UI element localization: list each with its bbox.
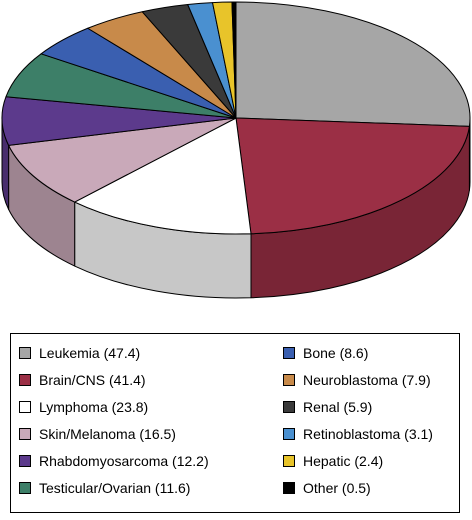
- legend-item-leukemia: Leukemia (47.4): [19, 343, 140, 363]
- legend-swatch: [283, 428, 295, 440]
- legend-label: Leukemia (47.4): [39, 345, 141, 361]
- pie-tops: [1, 1, 471, 235]
- legend-swatch: [283, 374, 295, 386]
- legend-swatch: [283, 482, 295, 494]
- pie-slice-lymphoma: [74, 117, 252, 235]
- legend-label: Retinoblastoma (3.1): [303, 426, 433, 442]
- legend-item-other: Other (0.5): [283, 478, 371, 498]
- legend-label: Rhabdomyosarcoma (12.2): [39, 453, 209, 469]
- legend-label: Testicular/Ovarian (11.6): [39, 480, 191, 496]
- legend-label: Other (0.5): [303, 480, 371, 496]
- pie-slice-other: [231, 1, 237, 119]
- legend-swatch: [19, 455, 31, 467]
- legend-swatch: [19, 374, 31, 386]
- legend-swatch: [283, 347, 295, 359]
- legend-item-retinoblastoma: Retinoblastoma (3.1): [283, 424, 433, 444]
- legend-swatch: [19, 347, 31, 359]
- legend-item-testicular-ovarian: Testicular/Ovarian (11.6): [19, 478, 190, 498]
- legend-item-lymphoma: Lymphoma (23.8): [19, 397, 148, 417]
- legend-item-renal: Renal (5.9): [283, 397, 372, 417]
- legend-item-neuroblastoma: Neuroblastoma (7.9): [283, 370, 431, 390]
- legend-item-hepatic: Hepatic (2.4): [283, 451, 383, 471]
- pie-sides: [1, 117, 471, 299]
- legend: Leukemia (47.4) Brain/CNS (41.4) Lymphoma …: [10, 333, 460, 513]
- pie-slice-leukemia: [235, 1, 471, 127]
- legend-swatch: [19, 482, 31, 494]
- legend-label: Lymphoma (23.8): [39, 399, 149, 415]
- legend-label: Neuroblastoma (7.9): [303, 372, 431, 388]
- legend-swatch: [19, 401, 31, 413]
- pie-slice-brain-cns: [235, 117, 470, 235]
- legend-label: Hepatic (2.4): [303, 453, 384, 469]
- legend-label: Renal (5.9): [303, 399, 373, 415]
- legend-label: Brain/CNS (41.4): [39, 372, 146, 388]
- legend-swatch: [283, 455, 295, 467]
- legend-item-skin-melanoma: Skin/Melanoma (16.5): [19, 424, 176, 444]
- legend-item-bone: Bone (8.6): [283, 343, 368, 363]
- legend-item-brain-cns: Brain/CNS (41.4): [19, 370, 146, 390]
- legend-swatch: [283, 401, 295, 413]
- legend-label: Bone (8.6): [303, 345, 369, 361]
- pie-chart: [1, 1, 471, 299]
- legend-swatch: [19, 428, 31, 440]
- legend-label: Skin/Melanoma (16.5): [39, 426, 176, 442]
- legend-item-rhabdomyosarcoma: Rhabdomyosarcoma (12.2): [19, 451, 209, 471]
